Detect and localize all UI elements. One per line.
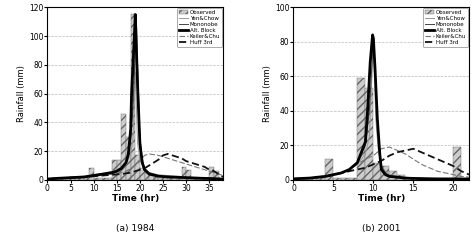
Bar — [117, 160, 121, 180]
Legend: Observed, Yen&Chow, Mononobe, Alt. Block, Keiler&Chu, Huff 3rd: Observed, Yen&Chow, Mononobe, Alt. Block… — [423, 9, 468, 47]
Bar — [131, 15, 135, 180]
Bar — [214, 171, 219, 180]
Bar — [333, 178, 341, 180]
Bar — [126, 137, 131, 180]
Bar — [121, 114, 126, 180]
Y-axis label: Rainfall (mm): Rainfall (mm) — [17, 65, 26, 122]
Bar — [389, 171, 397, 180]
Bar — [168, 178, 172, 180]
Bar — [98, 178, 103, 180]
Bar — [182, 167, 186, 180]
Bar — [453, 147, 461, 180]
Bar — [177, 178, 182, 180]
Bar — [210, 167, 214, 180]
Bar — [293, 178, 301, 180]
Bar — [135, 155, 140, 180]
Bar — [310, 178, 318, 180]
Bar — [112, 160, 117, 180]
Bar — [357, 78, 365, 180]
Bar — [75, 178, 80, 180]
Bar — [94, 178, 98, 180]
Bar — [149, 174, 154, 180]
Bar — [195, 178, 200, 180]
Bar — [438, 178, 445, 180]
Bar — [145, 173, 149, 180]
Bar — [341, 178, 349, 180]
Bar — [163, 178, 168, 180]
Bar — [158, 178, 163, 180]
Bar — [349, 178, 357, 180]
Bar — [80, 178, 84, 180]
Bar — [84, 178, 89, 180]
Bar — [200, 178, 205, 180]
Text: (b) 2001: (b) 2001 — [362, 224, 401, 233]
X-axis label: Time (hr): Time (hr) — [112, 194, 159, 203]
Bar — [397, 175, 405, 180]
Bar — [405, 178, 413, 180]
Bar — [52, 178, 57, 180]
Bar — [71, 178, 75, 180]
Bar — [421, 178, 429, 180]
Text: (a) 1984: (a) 1984 — [116, 224, 155, 233]
Bar — [374, 163, 382, 180]
Bar — [47, 178, 52, 180]
Bar — [205, 178, 210, 180]
Bar — [413, 178, 421, 180]
Bar — [66, 178, 71, 180]
Legend: Observed, Yen&Chow, Mononobe, Alt. Block, Keiler&Chu, Huff 3rd: Observed, Yen&Chow, Mononobe, Alt. Block… — [177, 9, 222, 47]
Bar — [172, 178, 177, 180]
Bar — [445, 178, 453, 180]
Bar — [154, 177, 158, 180]
Bar — [89, 168, 94, 180]
Bar — [108, 178, 112, 180]
Bar — [365, 88, 374, 180]
Bar — [301, 178, 310, 180]
Bar — [103, 178, 108, 180]
Bar — [191, 178, 195, 180]
X-axis label: Time (hr): Time (hr) — [358, 194, 405, 203]
Bar — [318, 178, 326, 180]
Bar — [186, 170, 191, 180]
Bar — [382, 166, 389, 180]
Bar — [61, 178, 66, 180]
Bar — [429, 178, 438, 180]
Y-axis label: Rainfall (mm): Rainfall (mm) — [263, 65, 272, 122]
Bar — [326, 159, 333, 180]
Bar — [57, 178, 61, 180]
Bar — [140, 168, 145, 180]
